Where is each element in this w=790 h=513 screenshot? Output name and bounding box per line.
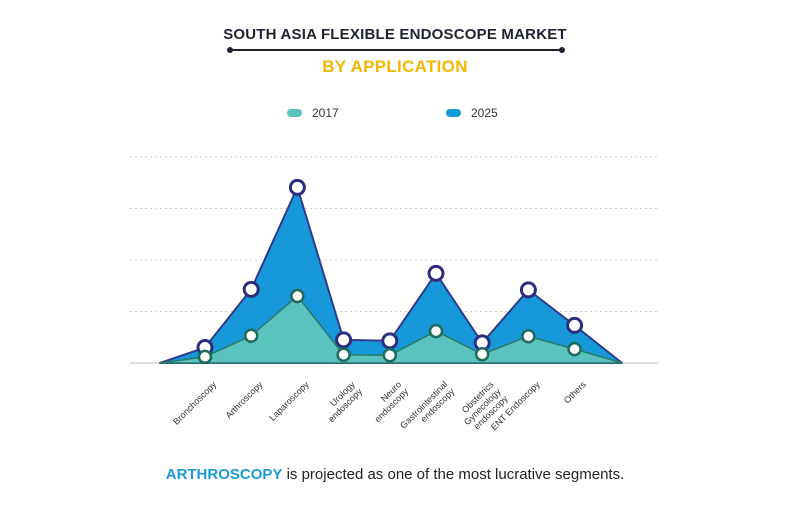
point-2025 (427, 264, 445, 282)
point-2017 (197, 349, 213, 365)
point-2025 (566, 316, 584, 334)
category-label: Others (562, 379, 589, 406)
legend-item-2017: 2017 (287, 106, 339, 120)
category-label: Gastrointestinalendoscopy (398, 379, 457, 438)
point-2017 (428, 323, 444, 339)
point-2025 (242, 280, 260, 298)
category-label: Bronchoscopy (171, 379, 219, 427)
footer-highlight: ARTHROSCOPY (165, 466, 283, 483)
category-label-line: Arthroscopy (224, 379, 265, 420)
category-label: Urologyendoscopy (319, 379, 364, 424)
chart-subtitle: BY APPLICATION (322, 57, 468, 76)
point-2017 (243, 328, 259, 343)
point-2017 (336, 347, 351, 363)
legend-label-2017: 2017 (312, 106, 339, 120)
legend-label-2025: 2025 (471, 106, 498, 120)
category-label-line: Others (562, 379, 589, 406)
point-2025 (335, 331, 353, 349)
point-2025 (519, 281, 537, 299)
legend-item-2025: 2025 (446, 106, 498, 120)
footer-text: is projected as one of the most lucrativ… (282, 466, 625, 483)
category-label: Laparoscopy (267, 379, 311, 423)
category-label-line: Laparoscopy (267, 379, 311, 423)
point-2017 (567, 341, 582, 357)
title-divider (227, 47, 565, 53)
point-2017 (290, 288, 305, 304)
footer-note: ARTHROSCOPY is projected as one of the m… (0, 466, 790, 483)
chart-title: SOUTH ASIA FLEXIBLE ENDOSCOPE MARKET (223, 26, 567, 43)
legend-swatch-2017 (287, 109, 302, 117)
point-2025 (288, 178, 306, 196)
category-label: Arthroscopy (224, 379, 265, 420)
legend-swatch-2025 (446, 109, 461, 117)
legend: 2017 2025 (0, 106, 790, 122)
point-2017 (521, 328, 536, 344)
point-2017 (474, 346, 490, 362)
point-2025 (381, 332, 399, 350)
point-2017 (382, 348, 398, 363)
category-label-line: Bronchoscopy (171, 379, 219, 427)
area-2017 (159, 295, 623, 364)
